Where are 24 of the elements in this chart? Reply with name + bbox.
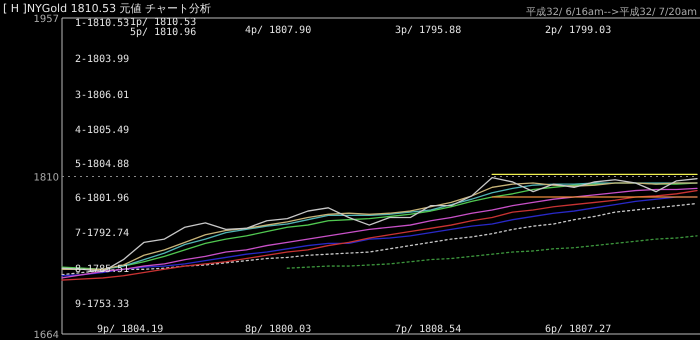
annotation: 5p/ 1810.96 <box>130 27 196 38</box>
y-tick-label: 1810 <box>34 172 59 184</box>
annotation: 9-1753.33 <box>75 299 130 310</box>
annotation: 6p/ 1807.27 <box>545 324 612 335</box>
annotation: 4-1805.49 <box>75 125 130 136</box>
annotation: 2-1803.99 <box>75 54 130 65</box>
annotation: 1-1810.53 <box>75 18 130 29</box>
chart-title: [ H ]NYGold 1810.53 元値 チャート分析 <box>3 2 212 15</box>
y-tick-label: 1957 <box>34 14 59 25</box>
annotation: 5-1804.88 <box>75 159 130 170</box>
annotation: 3p/ 1795.88 <box>395 25 462 36</box>
chart-subtitle: 平成32/ 6/16am-->平成32/ 7/20am <box>526 6 697 18</box>
annotation: 4p/ 1807.90 <box>245 25 312 36</box>
annotation: 8p/ 1800.03 <box>245 324 312 335</box>
annotation: 2p/ 1799.03 <box>545 25 612 36</box>
annotation: 1p/ 1810.53 <box>130 17 196 28</box>
annotation: 6-1801.96 <box>75 193 130 204</box>
annotation: 9p/ 1804.19 <box>97 324 164 335</box>
annotation: 7-1792.74 <box>75 228 130 239</box>
annotation: 3-1806.01 <box>75 90 130 101</box>
annotation: 8-1785.51 <box>75 264 130 275</box>
line-series <box>286 235 698 269</box>
y-tick-label: 1664 <box>34 330 59 340</box>
annotation: 7p/ 1808.54 <box>395 324 462 335</box>
